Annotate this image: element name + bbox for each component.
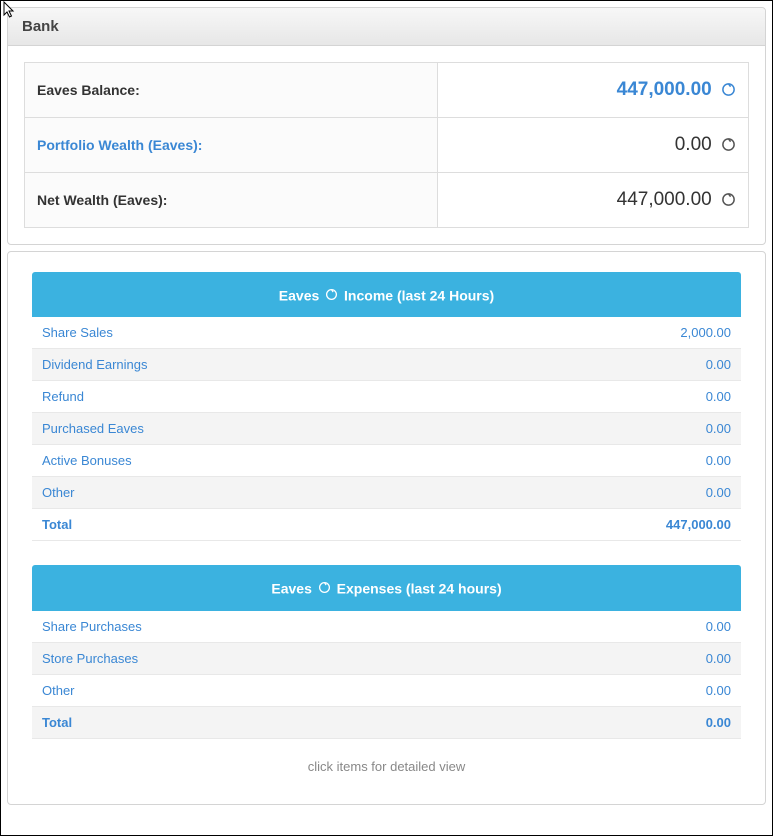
ledger-row[interactable]: Purchased Eaves0.00 (32, 413, 741, 445)
summary-amount: 447,000.00 (617, 189, 712, 210)
ledger-total-label: Total (32, 706, 546, 738)
summary-value: 0.00 (437, 118, 748, 173)
ledger-total-value: 0.00 (546, 706, 741, 738)
summary-row: Eaves Balance: 447,000.00 (25, 63, 749, 118)
ledger-row[interactable]: Active Bonuses0.00 (32, 445, 741, 477)
ledger-total-value: 447,000.00 (455, 509, 741, 541)
ledger-label: Purchased Eaves (32, 413, 455, 445)
ledger-value: 0.00 (546, 642, 741, 674)
ledger-label: Other (32, 674, 546, 706)
ledger-value: 0.00 (546, 674, 741, 706)
eaves-icon (721, 137, 736, 152)
summary-value: 447,000.00 (437, 63, 748, 118)
ledger-total-row: Total0.00 (32, 706, 741, 738)
bank-panel: Bank Eaves Balance: 447,000.00 Portfolio … (7, 7, 766, 245)
ledger-row[interactable]: Refund0.00 (32, 381, 741, 413)
ledger-label: Share Purchases (32, 611, 546, 643)
expenses-header-prefix: Eaves (271, 581, 311, 597)
ledger-total-label: Total (32, 509, 455, 541)
expenses-header-suffix: Expenses (last 24 hours) (337, 581, 502, 597)
eaves-icon (325, 288, 338, 301)
expenses-ledger: Share Purchases0.00Store Purchases0.00Ot… (32, 611, 741, 739)
ledger-value: 0.00 (455, 413, 741, 445)
ledger-value: 0.00 (455, 445, 741, 477)
ledger-row[interactable]: Other0.00 (32, 477, 741, 509)
eaves-icon (318, 581, 331, 594)
ledger-value: 0.00 (455, 349, 741, 381)
income-header-prefix: Eaves (279, 287, 319, 303)
income-header-suffix: Income (last 24 Hours) (344, 287, 494, 303)
summary-body: Eaves Balance: 447,000.00 Portfolio Wealt… (8, 46, 765, 244)
ledger-row[interactable]: Dividend Earnings0.00 (32, 349, 741, 381)
income-header: Eaves Income (last 24 Hours) (32, 272, 741, 317)
footnote: click items for detailed view (32, 759, 741, 774)
summary-label[interactable]: Portfolio Wealth (Eaves): (25, 118, 438, 173)
summary-row: Portfolio Wealth (Eaves): 0.00 (25, 118, 749, 173)
ledger-row[interactable]: Share Purchases0.00 (32, 611, 741, 643)
ledger-label: Dividend Earnings (32, 349, 455, 381)
expenses-header: Eaves Expenses (last 24 hours) (32, 565, 741, 610)
summary-value: 447,000.00 (437, 173, 748, 228)
ledger-label: Share Sales (32, 317, 455, 349)
summary-amount: 0.00 (675, 134, 712, 155)
ledger-label: Refund (32, 381, 455, 413)
ledger-value: 0.00 (546, 611, 741, 643)
summary-label: Eaves Balance: (25, 63, 438, 118)
ledger-value: 2,000.00 (455, 317, 741, 349)
summary-row: Net Wealth (Eaves): 447,000.00 (25, 173, 749, 228)
ledger-row[interactable]: Store Purchases0.00 (32, 642, 741, 674)
ledger-value: 0.00 (455, 381, 741, 413)
ledger-label: Other (32, 477, 455, 509)
ledger-value: 0.00 (455, 477, 741, 509)
income-ledger: Share Sales2,000.00Dividend Earnings0.00… (32, 317, 741, 541)
summary-table: Eaves Balance: 447,000.00 Portfolio Wealt… (24, 62, 749, 228)
ledger-row[interactable]: Other0.00 (32, 674, 741, 706)
ledger-label: Active Bonuses (32, 445, 455, 477)
ledger-total-row: Total447,000.00 (32, 509, 741, 541)
summary-label: Net Wealth (Eaves): (25, 173, 438, 228)
panel-title: Bank (8, 8, 765, 46)
eaves-icon (721, 82, 736, 97)
ledger-label: Store Purchases (32, 642, 546, 674)
eaves-icon (721, 192, 736, 207)
ledger-row[interactable]: Share Sales2,000.00 (32, 317, 741, 349)
ledger-panel: Eaves Income (last 24 Hours) Share Sales… (7, 251, 766, 805)
summary-amount: 447,000.00 (617, 79, 712, 100)
